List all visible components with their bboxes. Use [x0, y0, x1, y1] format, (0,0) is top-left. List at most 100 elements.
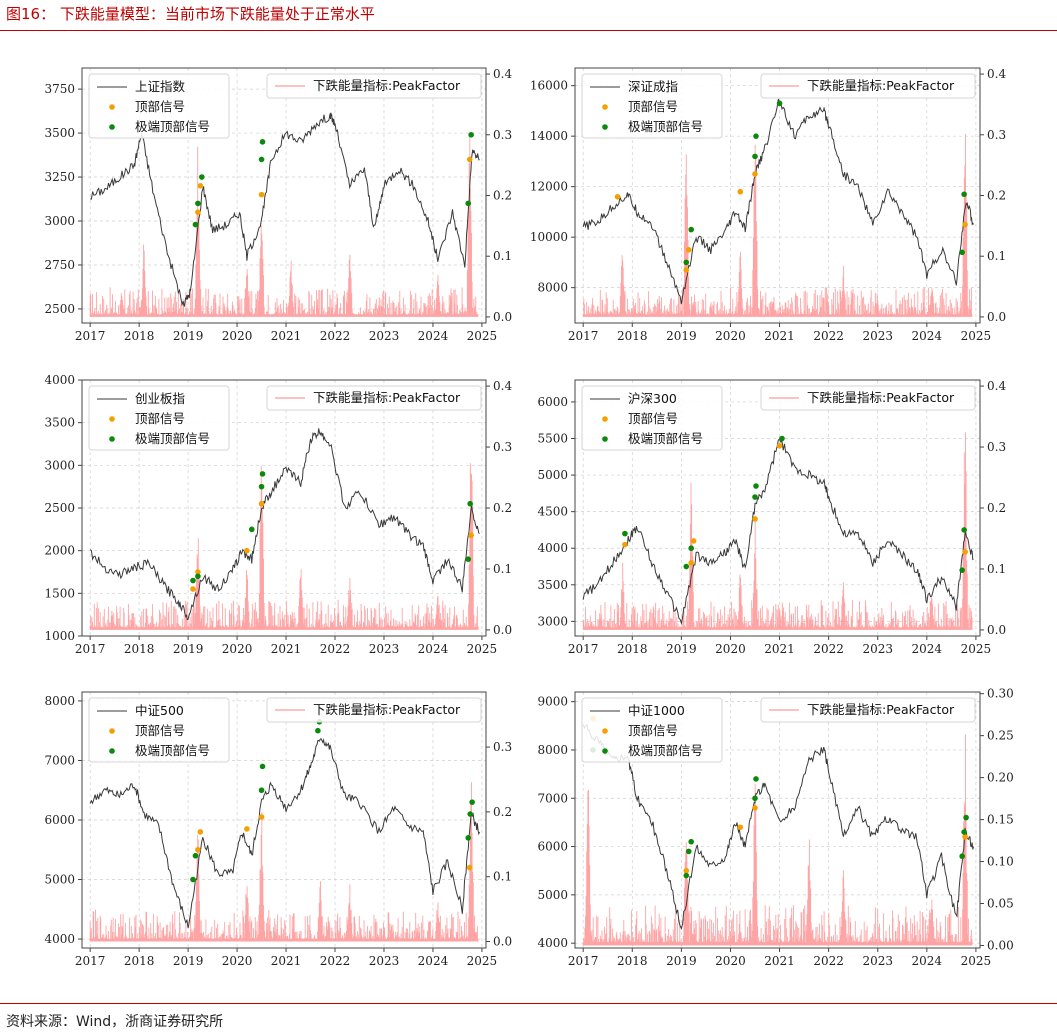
y-left-tick-label: 2500 [44, 302, 75, 316]
x-tick-label: 2025 [961, 642, 992, 656]
y-right-tick-label: 0.4 [987, 379, 1006, 393]
legend-peak-factor: 下跌能量指标:PeakFactor [760, 697, 976, 723]
y-right-tick-label: 0.2 [987, 501, 1006, 515]
legend-box [760, 385, 976, 411]
index-line [582, 438, 974, 626]
top-signal-point [468, 532, 474, 539]
x-tick-label: 2022 [813, 642, 844, 656]
source-note: 资料来源：Wind，浙商证券研究所 [6, 1014, 224, 1030]
x-tick-label: 2023 [369, 642, 400, 656]
peak-factor-bars [582, 133, 973, 317]
legend-extreme-label: 极端顶部信号 [628, 119, 703, 134]
x-tick-label: 2021 [271, 954, 302, 968]
extreme-top-signal-point [469, 799, 475, 805]
legend-box [581, 385, 723, 451]
y-left-tick-label: 3500 [537, 578, 568, 592]
legend-box [88, 385, 230, 451]
peak-factor-series [582, 734, 973, 946]
legend-peak-factor: 下跌能量指标:PeakFactor [760, 385, 976, 411]
y-right-tick-label: 0.10 [987, 855, 1014, 869]
x-tick-label: 2024 [418, 642, 449, 656]
y-left-tick-label: 6000 [537, 840, 568, 854]
y-right-tick-label: 0.3 [493, 128, 512, 142]
y-right-tick-label: 0.3 [987, 440, 1006, 454]
source-rule [0, 1003, 1057, 1004]
legend-peak-factor: 下跌能量指标:PeakFactor [266, 73, 482, 99]
extreme-top-signal-point [959, 567, 965, 573]
y-left-tick-label: 6000 [537, 395, 568, 409]
y-left-tick-label: 2500 [44, 501, 75, 515]
x-tick-label: 2020 [222, 329, 253, 343]
x-tick-label: 2025 [467, 954, 498, 968]
legend-pf-label: 下跌能量指标:PeakFactor [807, 390, 955, 405]
peak-factor-bars [582, 734, 973, 946]
y-left-tick-label: 6000 [44, 813, 75, 827]
extreme-top-signal-point [195, 200, 201, 207]
y-left-tick-label: 1500 [44, 586, 75, 600]
extreme-top-signal-point [683, 563, 690, 570]
y-right-tick-label: 0.30 [987, 687, 1014, 701]
x-tick-label: 2019 [173, 642, 204, 656]
x-tick-label: 2021 [271, 642, 302, 656]
x-tick-label: 2021 [764, 954, 795, 968]
legend-extreme-swatch [109, 748, 115, 754]
peak-factor-series [89, 136, 479, 317]
legend-top-label: 顶部信号 [628, 99, 678, 114]
x-tick-label: 2021 [764, 329, 795, 343]
top-signal-point [685, 246, 692, 253]
extreme-top-signal-point [776, 100, 783, 107]
chart-panel-3: 1000 1500 2000 2500 3000 3500 4000 0.0 0.1 0.2 0.3… [44, 373, 512, 656]
index-line [89, 738, 480, 929]
extreme-top-signal-point [753, 483, 759, 489]
y-right-tick-label: 0.0 [987, 310, 1006, 324]
extreme-top-signal-point [199, 174, 205, 180]
y-right-tick-label: 0.4 [493, 379, 512, 393]
y-right-tick-label: 0.4 [493, 67, 512, 81]
extreme-top-signal-point [258, 787, 265, 794]
y-right-tick-label: 0.2 [987, 189, 1006, 203]
y-right-tick-label: 0.2 [493, 805, 512, 819]
peak-factor-bars [89, 463, 479, 630]
x-tick-label: 2022 [320, 642, 351, 656]
y-right-tick-label: 0.1 [987, 562, 1006, 576]
y-left-tick-label: 12000 [530, 180, 568, 194]
extreme-top-signal-point [779, 435, 785, 442]
peak-factor-series [89, 782, 479, 942]
y-left-tick-label: 10000 [530, 230, 568, 244]
index-line [89, 428, 480, 621]
top-signal-point [258, 814, 265, 820]
x-tick-label: 2018 [617, 329, 648, 343]
legend-top-swatch [109, 416, 115, 422]
legend-pf-label: 下跌能量指标:PeakFactor [807, 78, 955, 93]
legend-extreme-swatch [109, 436, 115, 442]
top-signal-point [776, 443, 783, 449]
x-tick-label: 2023 [862, 642, 893, 656]
extreme-top-signal-point [190, 876, 196, 883]
y-left-tick-label: 3000 [537, 614, 568, 628]
y-left-tick-label: 3750 [44, 82, 75, 96]
x-tick-label: 2024 [418, 954, 449, 968]
peak-factor-bars [89, 136, 479, 317]
legend-extreme-label: 极端顶部信号 [135, 431, 210, 446]
extreme-top-signal-point [467, 811, 473, 817]
legend-top-swatch [602, 728, 608, 734]
y-right-tick-label: 0.1 [493, 562, 512, 576]
x-tick-label: 2021 [764, 642, 795, 656]
legend-top-label: 顶部信号 [135, 723, 185, 738]
top-signal-point [752, 171, 758, 177]
x-tick-label: 2017 [75, 329, 106, 343]
top-signal-point [195, 569, 201, 575]
legend-index-label: 深证成指 [628, 79, 678, 94]
y-right-tick-label: 0.1 [493, 870, 512, 884]
legend-extreme-label: 极端顶部信号 [135, 743, 210, 758]
top-signal-point [752, 805, 758, 811]
x-tick-label: 2018 [124, 329, 155, 343]
y-right-tick-label: 0.20 [987, 771, 1014, 785]
peak-factor-series [89, 463, 479, 630]
extreme-top-signal-point [963, 814, 969, 821]
y-left-tick-label: 7000 [44, 753, 75, 767]
legend-pf-label: 下跌能量指标:PeakFactor [313, 390, 461, 405]
